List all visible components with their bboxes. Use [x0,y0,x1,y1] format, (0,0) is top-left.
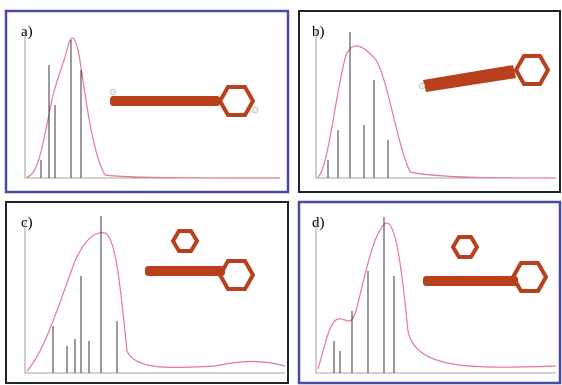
molecule-body [110,96,220,106]
page: a) b) [0,0,562,385]
figure: a) b) [0,0,562,385]
panel-a: a) [6,11,288,192]
atom [252,107,258,113]
panel-label: c) [21,215,33,231]
molecule-body [423,276,518,286]
panel-b: b) [299,11,560,192]
molecule-body [145,266,225,276]
panel-frame [6,202,288,383]
atom [110,89,116,95]
panel-label: b) [312,24,325,40]
panel-label: a) [21,24,33,40]
atom [419,83,425,89]
panel-d: d) [299,202,560,383]
panel-label: d) [312,215,325,231]
panel-c: c) [6,202,288,383]
